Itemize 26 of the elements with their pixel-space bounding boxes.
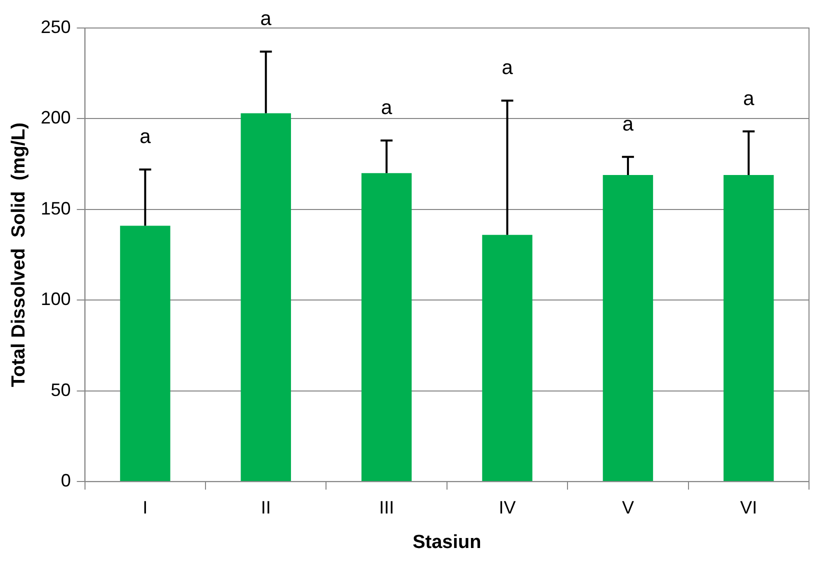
- bar: [724, 174, 774, 482]
- y-tick-label: 200: [40, 108, 71, 128]
- bar: [602, 174, 654, 482]
- annotation: a: [140, 126, 152, 148]
- bar: [482, 234, 532, 482]
- x-tick-label: VI: [740, 497, 758, 518]
- x-tick-label: I: [142, 497, 148, 518]
- bar: [120, 226, 170, 482]
- x-tick-label: V: [622, 497, 634, 518]
- annotation: a: [502, 57, 514, 80]
- y-tick-label: 0: [60, 470, 71, 491]
- y-tick-label: 250: [40, 16, 71, 37]
- bar: [240, 113, 291, 482]
- y-axis-title: Total Dissolved Solid (mg/L): [8, 122, 30, 388]
- x-tick-label: III: [379, 497, 394, 518]
- y-tick-label: 150: [40, 198, 71, 218]
- x-tick-label: II: [260, 497, 271, 518]
- bar: [361, 173, 412, 482]
- annotation: a: [381, 97, 394, 120]
- x-tick-label: IV: [498, 497, 516, 518]
- annotation: a: [622, 113, 634, 136]
- annotation: a: [743, 88, 756, 110]
- annotation: a: [260, 8, 272, 30]
- y-tick-label: 100: [40, 289, 71, 310]
- y-tick-label: 50: [50, 380, 71, 400]
- x-axis-title: Stasiun: [412, 532, 482, 553]
